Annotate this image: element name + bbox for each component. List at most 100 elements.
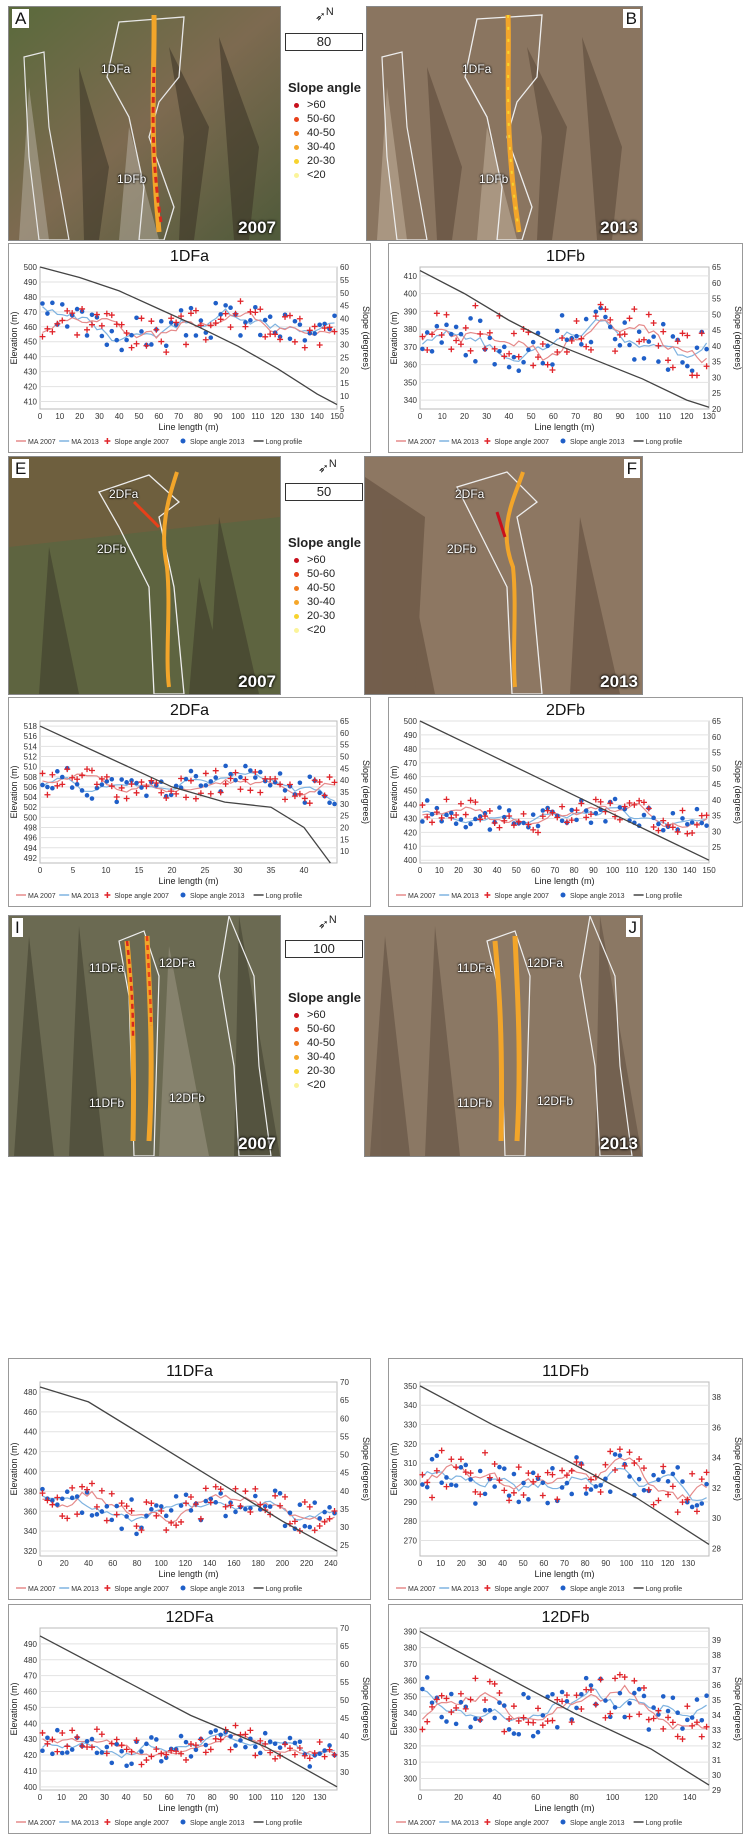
slope-2013-point — [228, 305, 233, 311]
slope-2007-point — [539, 1722, 546, 1729]
slope-2013-point — [253, 304, 258, 310]
chart-1dfb: 1DFb 340 350 360 370 380 390 400 410 20 25 30 35 40 45… — [388, 243, 743, 453]
slope-2007-point — [530, 1719, 537, 1726]
slope-2007-point — [462, 324, 469, 331]
slope-2007-point — [636, 797, 643, 804]
x-tick-label: 70 — [174, 412, 183, 421]
slope-2013-point — [680, 1726, 685, 1731]
slope-2007-point — [457, 341, 464, 348]
slope-2013-point — [622, 320, 628, 325]
slope-2007-point — [568, 1719, 575, 1726]
legend-swatch — [484, 438, 491, 444]
slope-2007-point — [636, 1456, 643, 1463]
slope-2013-point — [218, 312, 223, 317]
slope-2013-point — [424, 1484, 430, 1490]
slope-2007-point — [128, 1748, 135, 1755]
slope-2007-point — [535, 354, 542, 361]
chart-title: 2DFb — [546, 702, 585, 719]
slope-2013-point — [424, 798, 430, 803]
year-label: 2013 — [600, 1134, 638, 1153]
slope-2013-point — [188, 1754, 194, 1759]
legend-label: Long profile — [646, 1820, 683, 1827]
slope-2007-point — [501, 1487, 508, 1494]
year-label: 2013 — [600, 672, 638, 691]
legend-swatch — [484, 1585, 491, 1591]
slope-2007-point — [326, 1746, 333, 1753]
legend-label: >60 — [307, 99, 326, 111]
y-tick-label: 440 — [24, 1719, 38, 1728]
legend-label: MA 2007 — [28, 893, 56, 900]
x-tick-label: 130 — [664, 866, 678, 875]
slope-2013-point — [84, 1738, 90, 1744]
flow-label: 1DFb — [117, 172, 147, 186]
legend-swatch — [294, 144, 299, 150]
slope-2013-point — [158, 318, 164, 324]
slope-2007-point — [549, 1471, 556, 1478]
slope-2007-point — [331, 779, 338, 786]
slope-2013-point — [632, 1690, 637, 1696]
slope-2013-point — [55, 1727, 60, 1733]
slope-2007-point — [202, 1749, 209, 1756]
slope-2013-point — [675, 1465, 680, 1470]
slope-2007-point — [207, 790, 214, 797]
chart-frame — [8, 1604, 371, 1834]
y2-tick-label: 32 — [712, 1484, 721, 1493]
slope-2013-point — [89, 1513, 95, 1518]
slope-2007-point — [123, 795, 130, 802]
legend-label: Slope angle 2013 — [570, 1820, 625, 1827]
slope-2007-point — [568, 817, 575, 824]
y2-axis-label: Slope (degrees) — [361, 306, 371, 370]
slope-2013-point — [119, 1748, 124, 1754]
slope-2007-point — [448, 1709, 455, 1716]
y2-tick-label: 29 — [712, 1786, 721, 1795]
slope-2007-point — [597, 301, 604, 308]
slope-2007-point — [486, 329, 493, 336]
slope-2007-point — [296, 1744, 303, 1751]
x-tick-label: 30 — [477, 1559, 486, 1568]
slope-2013-point — [178, 1503, 184, 1508]
y2-tick-label: 60 — [712, 279, 721, 288]
slope-2007-point — [202, 336, 209, 343]
y-tick-label: 460 — [404, 773, 418, 782]
x-tick-label: 150 — [702, 866, 716, 875]
y-tick-label: 280 — [404, 1517, 418, 1526]
y2-tick-label: 55 — [340, 741, 349, 750]
y2-tick-label: 50 — [712, 310, 721, 319]
x-tick-label: 5 — [71, 866, 76, 875]
slope-2013-point — [114, 799, 120, 805]
slope-2013-point — [114, 1503, 120, 1509]
slope-2007-point — [448, 1456, 455, 1463]
legend-swatch — [294, 1082, 299, 1088]
slope-2007-point — [202, 770, 209, 777]
legend-entry: <20 — [288, 1078, 361, 1092]
slope-2007-point — [650, 319, 657, 326]
slope-2013-point — [223, 303, 228, 308]
slope-2007-point — [183, 794, 190, 801]
y-tick-label: 440 — [24, 1428, 38, 1437]
slope-2013-point — [588, 339, 594, 345]
slope-2007-point — [631, 1677, 638, 1684]
slope-2013-point — [424, 330, 430, 335]
slope-2007-point — [679, 1736, 686, 1743]
x-tick-label: 140 — [683, 866, 697, 875]
slope-2007-point — [539, 340, 546, 347]
legend-entry: 30-40 — [288, 1050, 361, 1064]
slope-2013-point — [119, 347, 124, 353]
slope-2007-point — [158, 789, 165, 796]
year-label: 2007 — [238, 218, 276, 237]
slope-2013-point — [434, 1453, 440, 1459]
slope-2013-point — [59, 1750, 65, 1756]
slope-2013-point — [119, 1526, 124, 1532]
slope-2007-point — [482, 813, 489, 820]
slope-2013-point — [603, 1698, 608, 1703]
slope-2007-point — [153, 1746, 160, 1753]
slope-2013-point — [477, 1468, 483, 1474]
slope-2007-point — [173, 1748, 180, 1755]
slope-2013-point — [262, 1504, 268, 1509]
y2-tick-label: 55 — [712, 295, 721, 304]
slope-2013-point — [253, 775, 258, 780]
legend-label: MA 2013 — [451, 893, 479, 900]
x-tick-label: 30 — [482, 412, 491, 421]
y-tick-label: 290 — [404, 1498, 418, 1507]
y-tick-label: 504 — [24, 793, 38, 802]
